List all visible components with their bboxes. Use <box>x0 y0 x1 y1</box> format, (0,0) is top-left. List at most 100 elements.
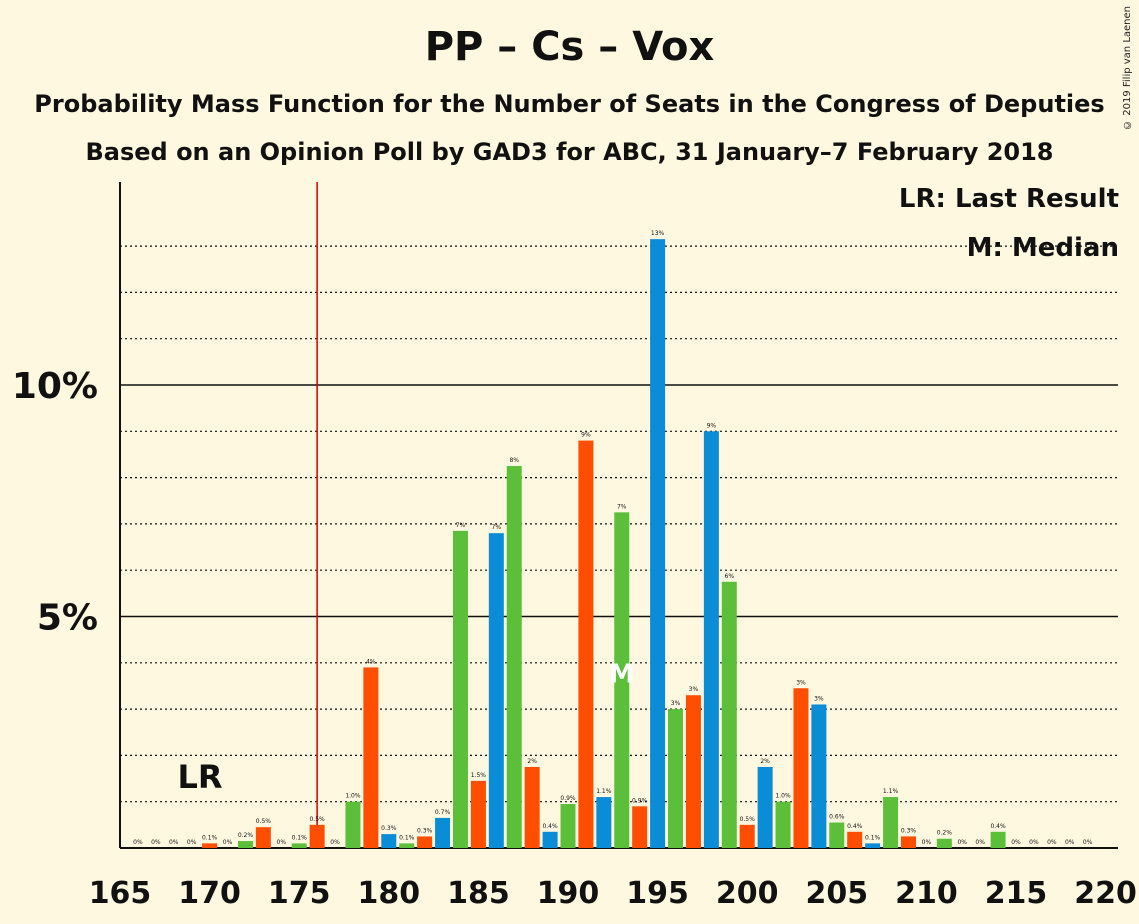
bar-label-208: 1.1% <box>883 788 899 795</box>
bar-seat-198 <box>703 431 719 848</box>
bar-label-217: 0% <box>1047 839 1057 846</box>
x-tick-label: 165 <box>89 876 152 911</box>
bar-label-218: 0% <box>1065 839 1075 846</box>
bar-label-175: 0.1% <box>292 834 308 841</box>
bar-seat-214 <box>990 831 1006 848</box>
x-tick-label: 190 <box>537 876 600 911</box>
bar-seat-199 <box>721 581 737 848</box>
bar-seat-204 <box>811 704 827 848</box>
bar-seat-188 <box>524 766 540 848</box>
x-tick-label: 215 <box>985 876 1048 911</box>
bar-label-195: 13% <box>651 230 665 237</box>
bar-label-210: 0% <box>922 839 932 846</box>
bar-seat-186 <box>488 533 504 848</box>
bar-seat-211 <box>936 838 952 848</box>
bar-label-203: 3% <box>796 679 806 686</box>
bar-seat-178 <box>345 801 361 848</box>
bar-seat-205 <box>829 822 845 848</box>
last-result-marker: LR <box>177 758 222 796</box>
bar-label-168: 0% <box>169 839 179 846</box>
x-tick-label: 185 <box>447 876 510 911</box>
bar-seat-193 <box>614 512 630 848</box>
bar-label-174: 0% <box>277 839 287 846</box>
bar-seat-192 <box>596 797 612 848</box>
bar-seat-203 <box>793 688 809 848</box>
bar-seat-182 <box>417 836 433 848</box>
chart-subtitle: Probability Mass Function for the Number… <box>34 90 1105 118</box>
bar-seat-176 <box>309 824 325 848</box>
bar-label-214: 0.4% <box>990 823 1006 830</box>
bar-label-212: 0% <box>957 839 967 846</box>
chart-source: Based on an Opinion Poll by GAD3 for ABC… <box>85 138 1054 166</box>
bar-label-171: 0% <box>223 839 233 846</box>
bar-seat-187 <box>506 466 522 848</box>
bar-label-202: 1.0% <box>775 793 791 800</box>
bar-seat-170 <box>202 843 218 848</box>
x-tick-label: 175 <box>268 876 331 911</box>
bar-seat-190 <box>560 804 576 848</box>
bar-label-183: 0.7% <box>435 809 451 816</box>
bar-label-181: 0.1% <box>399 834 415 841</box>
bar-label-188: 2% <box>527 758 537 765</box>
bar-label-219: 0% <box>1083 839 1093 846</box>
bar-seat-191 <box>578 440 594 848</box>
bar-seat-179 <box>363 667 379 848</box>
bar-label-204: 3% <box>814 695 824 702</box>
bar-label-182: 0.3% <box>417 827 433 834</box>
y-tick-label: 5% <box>37 598 98 639</box>
bar-seat-183 <box>435 817 451 848</box>
bar-label-180: 0.3% <box>381 825 397 832</box>
bar-label-199: 6% <box>725 573 735 580</box>
bar-seat-180 <box>381 834 397 848</box>
x-tick-label: 180 <box>357 876 420 911</box>
bar-seat-194 <box>632 806 648 848</box>
bar-seat-189 <box>542 831 558 848</box>
bar-label-167: 0% <box>151 839 161 846</box>
bar-label-173: 0.5% <box>256 818 272 825</box>
bar-label-184: 7% <box>456 522 466 529</box>
x-tick-label: 200 <box>716 876 779 911</box>
bar-label-186: 7% <box>492 524 502 531</box>
bar-seat-181 <box>399 843 415 848</box>
x-tick-label: 195 <box>626 876 689 911</box>
bar-label-198: 9% <box>707 422 717 429</box>
x-tick-label: 210 <box>895 876 958 911</box>
bar-seat-200 <box>739 824 755 848</box>
bar-seat-206 <box>847 831 863 848</box>
bar-label-179: 4% <box>366 658 376 665</box>
bar-label-213: 0% <box>975 839 985 846</box>
bar-label-178: 1.0% <box>345 793 361 800</box>
bar-seat-173 <box>255 827 271 848</box>
bar-label-200: 0.5% <box>740 816 756 823</box>
bar-label-166: 0% <box>133 839 143 846</box>
bar-label-190: 0.9% <box>560 795 576 802</box>
bar-seat-195 <box>650 239 666 848</box>
y-tick-label: 10% <box>12 366 98 407</box>
bar-label-201: 2% <box>760 758 770 765</box>
bar-label-176: 0.5% <box>309 816 325 823</box>
bar-label-215: 0% <box>1011 839 1021 846</box>
bar-label-194: 0.9% <box>632 797 648 804</box>
bar-label-206: 0.4% <box>847 823 863 830</box>
bar-seat-201 <box>757 766 773 848</box>
bar-label-192: 1.1% <box>596 788 612 795</box>
legend-last-result: LR: Last Result <box>898 184 1119 214</box>
bar-label-205: 0.6% <box>829 814 845 821</box>
bar-seat-196 <box>668 709 684 848</box>
bar-seat-202 <box>775 801 791 848</box>
bar-label-189: 0.4% <box>542 823 558 830</box>
bar-seat-208 <box>883 797 899 848</box>
chart-title: PP – Cs – Vox <box>424 24 715 70</box>
bar-seat-172 <box>237 841 253 848</box>
bar-label-185: 1.5% <box>471 772 487 779</box>
bar-seat-197 <box>685 695 701 848</box>
x-tick-label: 205 <box>805 876 868 911</box>
bar-seat-175 <box>291 843 307 848</box>
x-tick-label: 220 <box>1074 876 1137 911</box>
bar-label-209: 0.3% <box>901 827 917 834</box>
legend-median: M: Median <box>966 233 1119 263</box>
bar-label-170: 0.1% <box>202 834 218 841</box>
bar-seat-185 <box>470 780 486 848</box>
bar-label-191: 9% <box>581 432 591 439</box>
